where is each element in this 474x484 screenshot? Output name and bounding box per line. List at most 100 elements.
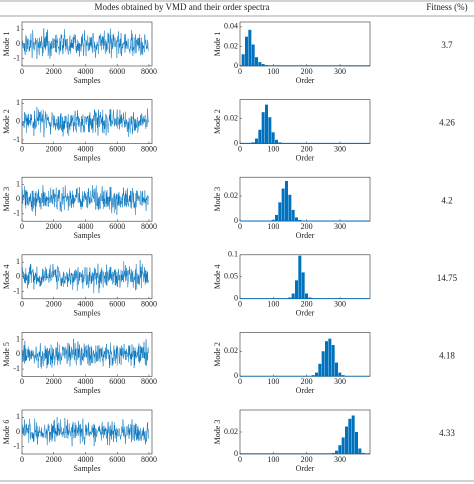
y-tick-label: 0: [16, 427, 20, 436]
y-axis-label: Mode 5: [2, 342, 11, 367]
x-tick-label: 4000: [77, 222, 93, 231]
x-tick-label: 8000: [141, 377, 157, 386]
x-tick-label: 300: [334, 377, 346, 386]
waveform: [22, 28, 149, 60]
x-tick-label: 300: [334, 144, 346, 153]
x-axis-label: Order: [296, 153, 315, 162]
spectrum-bar: [331, 452, 335, 454]
spectrum-bar: [271, 132, 275, 144]
x-tick-label: 0: [238, 377, 242, 386]
spectrum-bar: [338, 372, 342, 377]
y-axis-label: Mode 2: [213, 342, 222, 367]
spectrum-bar: [298, 219, 302, 222]
spectrum-bar: [271, 219, 275, 222]
x-tick-label: 0: [238, 144, 242, 153]
axes-box: [21, 332, 153, 377]
axes-box: [239, 332, 371, 377]
x-tick-label: 4000: [77, 377, 93, 386]
x-tick-label: 0: [20, 144, 24, 153]
spectrum-bar: [248, 29, 252, 67]
y-tick-label: 0: [16, 116, 20, 125]
y-axis-label: Mode 1: [213, 32, 222, 57]
y-tick-label: 0: [16, 349, 20, 358]
x-tick-label: 8000: [141, 144, 157, 153]
x-tick-label: 100: [267, 377, 279, 386]
y-tick-label: -1: [13, 209, 20, 218]
x-tick-label: 0: [20, 377, 24, 386]
x-tick-label: 100: [267, 455, 279, 464]
x-tick-label: 100: [267, 300, 279, 309]
spectrum-bar: [251, 142, 255, 144]
fitness-value: 4.2: [441, 195, 452, 205]
x-axis-label: Order: [296, 464, 315, 473]
y-axis-label: Mode 4: [213, 264, 222, 289]
x-tick-label: 0: [20, 455, 24, 464]
x-tick-label: 2000: [46, 455, 62, 464]
x-tick-label: 6000: [109, 222, 125, 231]
header-modes: Modes obtained by VMD and their order sp…: [94, 2, 269, 12]
x-axis-label: Order: [296, 386, 315, 395]
x-tick-label: 0: [238, 300, 242, 309]
x-tick-label: 8000: [141, 300, 157, 309]
spectrum-bar: [335, 450, 338, 454]
x-tick-label: 300: [334, 300, 346, 309]
spectrum-bar: [338, 445, 342, 454]
y-tick-label: -1: [13, 135, 20, 144]
x-tick-label: 4000: [77, 300, 93, 309]
spectrum-bar: [298, 255, 302, 299]
x-tick-label: 0: [238, 67, 242, 76]
y-axis-label: Mode 6: [2, 420, 11, 445]
x-tick-label: 0: [20, 67, 24, 76]
y-tick-label: -1: [13, 364, 20, 373]
axes-box: [239, 254, 371, 300]
spectrum-bar: [331, 344, 335, 377]
spectrum-bar: [295, 280, 298, 299]
spectrum-bar: [361, 452, 365, 454]
x-axis-label: Samples: [73, 153, 100, 162]
y-axis-label: Mode 3: [2, 187, 11, 212]
y-tick-label: 0: [234, 371, 238, 380]
x-tick-label: 8000: [141, 455, 157, 464]
y-tick-label: 0: [16, 39, 20, 48]
x-tick-label: 6000: [109, 377, 125, 386]
x-tick-label: 0: [20, 222, 24, 231]
spectrum-bar: [348, 418, 352, 454]
y-tick-label: 0.02: [224, 346, 238, 355]
x-tick-label: 6000: [109, 300, 125, 309]
spectrum-bar: [288, 194, 292, 222]
y-tick-label: -1: [13, 53, 20, 62]
y-tick-label: 0.02: [224, 113, 238, 122]
spectrum-bar: [321, 351, 325, 377]
x-axis-label: Samples: [73, 309, 100, 318]
y-tick-label: 0.1: [228, 250, 238, 259]
y-tick-label: 1: [16, 335, 20, 344]
spectrum-bar: [328, 338, 332, 377]
spectrum-bar: [285, 180, 288, 222]
y-axis-label: Mode 3: [213, 187, 222, 212]
spectrum-bar: [318, 363, 322, 377]
spectrum-bar: [291, 293, 295, 299]
fitness-value: 3.7: [441, 40, 453, 50]
x-tick-label: 4000: [77, 455, 93, 464]
y-tick-label: 0.02: [224, 191, 238, 200]
x-tick-label: 100: [267, 222, 279, 231]
x-tick-label: 200: [301, 455, 313, 464]
y-tick-label: 1: [16, 24, 20, 33]
x-tick-label: 200: [301, 222, 313, 231]
y-tick-label: 1: [16, 412, 20, 421]
x-tick-label: 300: [334, 455, 346, 464]
spectrum-bar: [255, 138, 258, 144]
x-tick-label: 2000: [46, 144, 62, 153]
spectrum-bar: [341, 375, 345, 377]
spectrum-bar: [265, 65, 268, 66]
x-axis-label: Samples: [73, 231, 100, 240]
spectrum-bar: [258, 129, 262, 144]
spectrum-bar: [275, 139, 278, 144]
waveform: [22, 338, 149, 369]
x-tick-label: 8000: [141, 222, 157, 231]
y-axis-label: Mode 2: [213, 109, 222, 134]
spectrum-bar: [291, 209, 295, 222]
spectrum-bar: [278, 202, 282, 222]
spectrum-bar: [275, 214, 278, 222]
spectrum-bar: [325, 341, 328, 377]
